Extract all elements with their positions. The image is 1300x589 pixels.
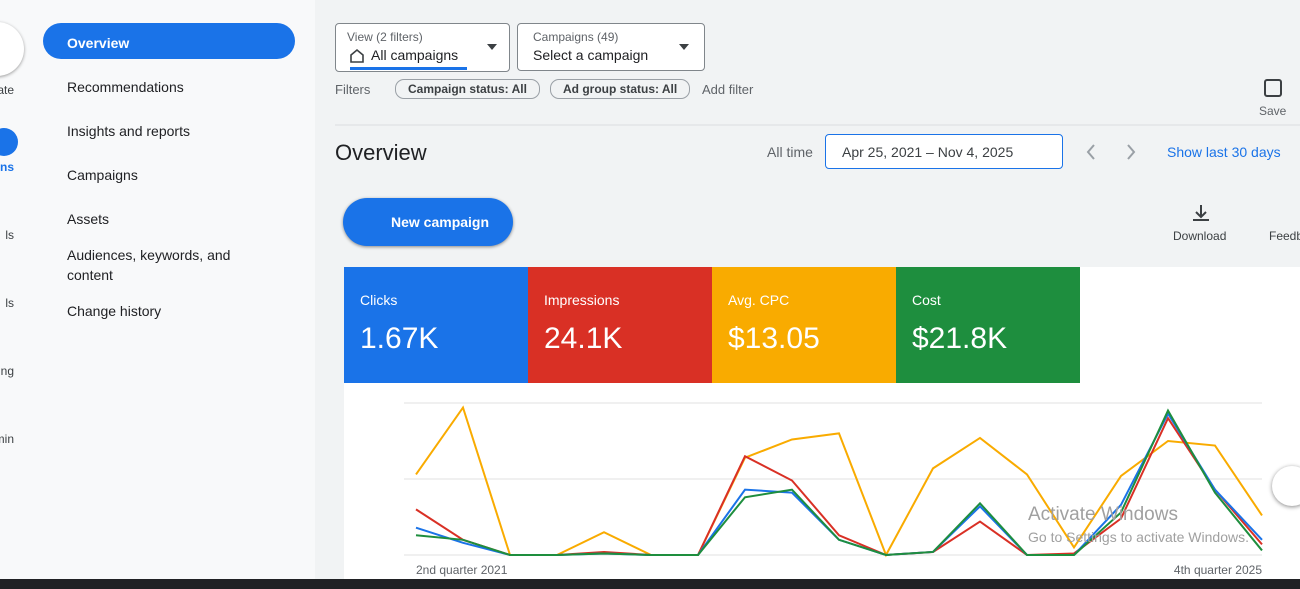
metric-card[interactable]: Clicks 1.67K — [344, 267, 528, 383]
feedback-label[interactable]: Feedb — [1269, 229, 1300, 243]
rail-label[interactable]: ls — [5, 228, 14, 242]
metric-name: Cost — [912, 292, 941, 308]
series-line — [415, 408, 1263, 557]
nav-item[interactable]: Change history — [67, 303, 162, 319]
view-value: All campaigns — [371, 47, 459, 63]
new-campaign-button[interactable] — [343, 198, 513, 246]
filters-label: Filters — [335, 82, 371, 97]
date-range: Apr 25, 2021 – Nov 4, 2025 — [842, 144, 1014, 160]
overview-title: Overview — [335, 140, 427, 165]
download-label[interactable]: Download — [1173, 229, 1227, 243]
add-filter[interactable]: Add filter — [702, 82, 754, 97]
metric-value: 24.1K — [544, 322, 623, 355]
nav-item[interactable]: Overview — [67, 35, 130, 51]
metric-value: $13.05 — [728, 322, 820, 355]
view-dropdown[interactable] — [335, 23, 510, 72]
nav-item[interactable]: Audiences, keywords, and content — [67, 247, 231, 283]
chart: 2nd quarter 2021 4th quarter 2025 — [404, 402, 1263, 577]
metric-name: Impressions — [544, 292, 620, 308]
campaigns-value: Select a campaign — [533, 47, 649, 63]
nav-item[interactable]: Insights and reports — [67, 123, 190, 139]
nav-item[interactable]: Campaigns — [67, 167, 138, 183]
metric-name: Clicks — [360, 292, 398, 308]
rail-label[interactable]: ls — [5, 296, 14, 310]
sidebar — [0, 0, 315, 589]
show-last[interactable]: Show last 30 days — [1167, 144, 1281, 160]
campaign-dropdown[interactable] — [517, 23, 705, 71]
nav-active[interactable] — [43, 23, 295, 59]
campaigns-icon[interactable] — [0, 128, 18, 156]
view-underline — [350, 67, 467, 70]
assistant-bubble[interactable] — [1272, 466, 1300, 506]
date-picker[interactable] — [825, 134, 1063, 169]
metric-card[interactable]: Cost $21.8K — [896, 267, 1080, 383]
nav-item[interactable]: Assets — [67, 211, 110, 227]
nav-item[interactable]: Recommendations — [67, 79, 184, 95]
metric-value: $21.8K — [912, 322, 1008, 355]
filter-chip[interactable]: Ad group status: All — [550, 79, 691, 99]
rail-label[interactable]: ng — [0, 364, 14, 378]
rail-label[interactable]: aigns — [0, 160, 14, 174]
x-tick-label: 2nd quarter 2021 — [416, 563, 508, 577]
metric-name: Avg. CPC — [728, 292, 790, 308]
campaigns-label: Campaigns (49) — [533, 30, 619, 44]
metric-card[interactable]: Impressions 24.1K — [528, 267, 712, 383]
new-campaign-label: New campaign — [391, 214, 490, 230]
x-tick-label: 4th quarter 2025 — [1174, 563, 1262, 577]
range-label: All time — [767, 144, 813, 160]
view-label: View (2 filters) — [347, 30, 423, 44]
metric-card[interactable]: Avg. CPC $13.05 — [712, 267, 896, 383]
watermark-subtitle: Go to Settings to activate Windows. — [1028, 529, 1249, 545]
filter-chip[interactable]: Campaign status: All — [395, 79, 540, 99]
save-label[interactable]: Save — [1259, 104, 1287, 118]
rail-label[interactable]: ate — [0, 83, 14, 97]
metric-value: 1.67K — [360, 322, 439, 355]
taskbar — [0, 579, 1300, 589]
rail-label[interactable]: min — [0, 432, 14, 446]
watermark-title: Activate Windows — [1028, 504, 1178, 525]
